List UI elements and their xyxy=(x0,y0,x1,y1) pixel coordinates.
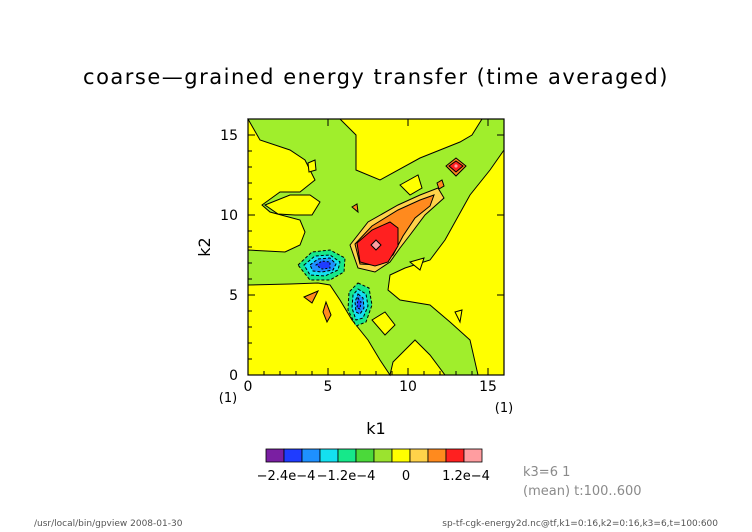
colorbar-swatch-6 xyxy=(373,448,393,463)
x-tick-0: 0 xyxy=(244,379,253,395)
x-axis-label: k1 xyxy=(366,419,385,438)
chart-title: coarse—grained energy transfer (time ave… xyxy=(83,65,669,89)
plot-area xyxy=(247,118,505,377)
y-tick-5: 5 xyxy=(229,288,238,304)
y-axis-label: k2 xyxy=(195,237,214,256)
colorbar-swatch-3 xyxy=(319,448,339,463)
orange-spot-1 xyxy=(303,290,320,304)
y-index-label: (1) xyxy=(219,391,237,406)
colorbar-swatch-0 xyxy=(265,448,285,463)
colorbar-swatch-8 xyxy=(409,448,429,463)
yellow-island-3 xyxy=(371,311,396,336)
x-end-label: (1) xyxy=(495,401,513,416)
annotation-mean: (mean) t:100..600 xyxy=(523,484,642,499)
y-tick-15: 15 xyxy=(220,128,238,144)
colorbar-swatch-11 xyxy=(463,448,483,463)
colorbar-swatch-5 xyxy=(355,448,375,463)
yellow-island-5 xyxy=(454,309,463,324)
footer-left: /usr/local/bin/gpview 2008-01-30 xyxy=(34,519,183,529)
footer-right: sp-tf-cgk-energy2d.nc@tf,k1=0:16,k2=0:16… xyxy=(442,519,718,529)
colorbar-swatch-7 xyxy=(391,448,411,463)
colorbar-label-3: 0 xyxy=(402,469,410,484)
negative-blob-1 xyxy=(297,249,346,281)
annotation-k3: k3=6 1 xyxy=(523,465,570,480)
orange-spot-4 xyxy=(351,203,359,214)
colorbar-swatch-10 xyxy=(445,448,465,463)
x-tick-5: 5 xyxy=(324,379,333,395)
positive-ridge xyxy=(349,187,445,273)
y-tick-10: 10 xyxy=(220,208,238,224)
axis-ticks xyxy=(248,119,504,375)
orange-spot-2 xyxy=(322,300,332,324)
y-tick-0: 0 xyxy=(229,368,238,384)
colorbar-swatch-2 xyxy=(301,448,321,463)
colorbar-label-1: −2.4e−4 xyxy=(257,469,316,484)
colorbar-swatch-1 xyxy=(283,448,303,463)
yellow-island-4 xyxy=(307,159,317,173)
colorbar xyxy=(265,448,483,463)
colorbar-swatch-4 xyxy=(337,448,357,463)
colorbar-label-2: −1.2e−4 xyxy=(317,469,376,484)
yellow-island-6 xyxy=(408,257,425,271)
x-tick-15: 15 xyxy=(479,379,497,395)
positive-peak xyxy=(445,157,467,177)
negative-blob-2 xyxy=(347,282,373,327)
orange-spot-3 xyxy=(436,179,445,190)
yellow-island-2 xyxy=(399,174,423,196)
x-tick-10: 10 xyxy=(399,379,417,395)
colorbar-label-4: 1.2e−4 xyxy=(442,469,490,484)
yellow-island-1 xyxy=(263,194,321,216)
colorbar-swatch-9 xyxy=(427,448,447,463)
